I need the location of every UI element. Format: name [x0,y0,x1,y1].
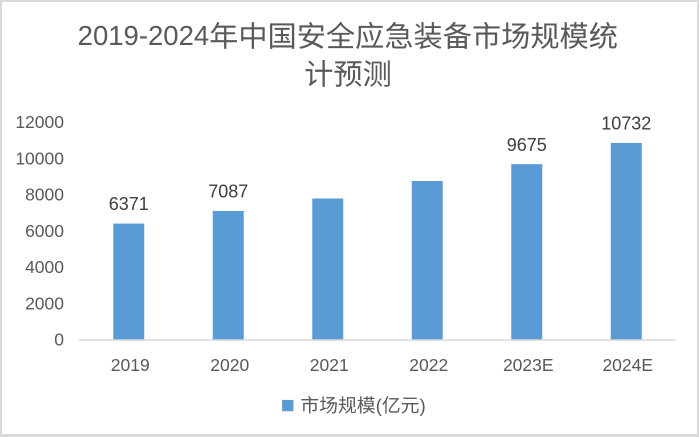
svg-text:2000: 2000 [25,293,64,313]
svg-text:2024E: 2024E [602,355,653,375]
svg-text:2020: 2020 [210,355,249,375]
svg-text:2019-2024: 2019-2024 [78,20,210,51]
svg-text:0: 0 [54,330,64,350]
svg-text:7087: 7087 [208,182,248,202]
svg-text:): ) [419,395,425,416]
svg-text:6000: 6000 [25,221,64,241]
svg-text:10732: 10732 [601,114,651,134]
svg-text:2023E: 2023E [503,355,554,375]
svg-text:10000: 10000 [15,148,64,168]
svg-text:6371: 6371 [109,194,149,214]
svg-text:4000: 4000 [25,257,64,277]
svg-text:(: ( [376,395,383,416]
svg-text:12000: 12000 [15,112,64,132]
svg-text:2021: 2021 [310,355,349,375]
svg-text:9675: 9675 [507,135,547,155]
svg-text:2019: 2019 [111,355,150,375]
svg-text:2022: 2022 [409,355,448,375]
svg-text:8000: 8000 [25,185,64,205]
